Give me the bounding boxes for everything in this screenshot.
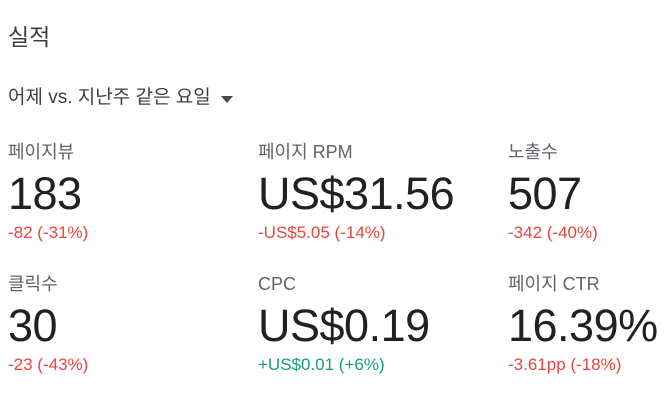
caret-down-icon: [220, 95, 233, 103]
page-title: 실적: [8, 24, 51, 50]
metric-value: US$31.56: [258, 168, 455, 219]
metric-card-pageviews: 페이지뷰 183 -82 (-31%): [8, 140, 258, 244]
metric-change: -3.61pp (-18%): [508, 355, 622, 374]
metric-value: 16.39%: [508, 300, 658, 351]
metric-label: 페이지 CTR: [508, 274, 600, 294]
metric-change: -342 (-40%): [508, 223, 598, 242]
metric-value: 507: [508, 168, 582, 219]
metric-change: -82 (-31%): [8, 223, 89, 242]
metric-card-page-rpm: 페이지 RPM US$31.56 -US$5.05 (-14%): [258, 140, 508, 244]
metric-value: 30: [8, 300, 58, 351]
metric-label: 노출수: [508, 142, 558, 162]
metric-value: 183: [8, 168, 82, 219]
metrics-grid: 페이지뷰 183 -82 (-31%) 페이지 RPM US$31.56 -US…: [8, 140, 661, 376]
metric-card-cpc: CPC US$0.19 +US$0.01 (+6%): [258, 272, 508, 376]
metric-card-clicks: 클릭수 30 -23 (-43%): [8, 272, 258, 376]
metric-label: CPC: [258, 274, 297, 294]
metric-card-page-ctr: 페이지 CTR 16.39% -3.61pp (-18%): [508, 272, 669, 376]
metric-change: -US$5.05 (-14%): [258, 223, 386, 242]
comparison-period-dropdown[interactable]: 어제 vs. 지난주 같은 요일: [8, 86, 233, 110]
metric-change: +US$0.01 (+6%): [258, 355, 385, 374]
metric-label: 클릭수: [8, 274, 58, 294]
performance-panel: 실적 어제 vs. 지난주 같은 요일 페이지뷰 183 -82 (-31%) …: [8, 24, 661, 376]
comparison-period-label: 어제 vs. 지난주 같은 요일: [8, 87, 211, 108]
metric-change: -23 (-43%): [8, 355, 89, 374]
metric-label: 페이지 RPM: [258, 142, 353, 162]
metric-label: 페이지뷰: [8, 142, 75, 162]
metric-card-impressions: 노출수 507 -342 (-40%): [508, 140, 669, 244]
metric-value: US$0.19: [258, 300, 430, 351]
